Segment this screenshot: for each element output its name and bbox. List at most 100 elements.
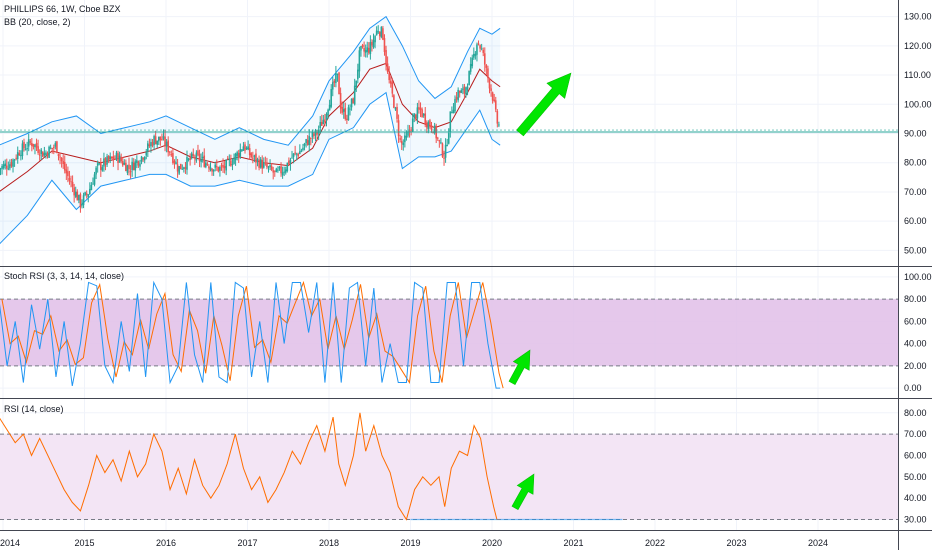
candle-body: [460, 90, 463, 93]
candle-body: [393, 95, 395, 108]
candle-body: [244, 144, 246, 151]
candle-body: [233, 158, 235, 164]
candle-body: [56, 141, 58, 153]
candle-body: [32, 143, 35, 147]
candle-body: [176, 164, 179, 172]
arrow-shape: [508, 349, 531, 386]
candle-body: [355, 80, 358, 87]
candle-body: [363, 47, 365, 52]
candle-body: [222, 164, 224, 168]
candle-body: [466, 86, 469, 90]
candle-body: [458, 90, 461, 93]
candle-body: [427, 122, 430, 129]
candle-body: [310, 138, 312, 140]
candle-body: [327, 109, 329, 116]
candle-body: [0, 168, 2, 170]
stoch-band-fill: [0, 299, 898, 366]
candle-body: [52, 147, 55, 149]
candle-body: [27, 139, 30, 147]
candle-body: [90, 184, 93, 191]
candle-body: [252, 157, 254, 159]
candle-body: [394, 107, 397, 110]
x-tick-label: 2017: [238, 538, 258, 548]
y-tick-label: 20.00: [904, 361, 927, 371]
stoch-rsi-pane[interactable]: [0, 280, 898, 389]
candle-body: [302, 147, 304, 150]
candle-body: [444, 144, 447, 158]
x-tick-label: 2023: [727, 538, 747, 548]
candle-body: [316, 132, 318, 135]
candle-body: [211, 168, 213, 172]
candle-body: [103, 158, 105, 167]
rsi-band-fill: [0, 434, 898, 520]
candle-body: [402, 142, 405, 145]
candle-body: [433, 125, 436, 134]
bollinger-lower-line: [0, 91, 501, 245]
candle-body: [424, 113, 427, 125]
candle-body: [377, 31, 380, 33]
candle-body: [292, 153, 295, 157]
candle-body: [10, 162, 13, 167]
y-tick-label: 70.00: [904, 429, 927, 439]
candle-body: [440, 142, 442, 144]
candle-body: [382, 28, 384, 40]
candle-body: [386, 63, 389, 73]
candle-body: [494, 100, 497, 110]
candle-body: [388, 73, 390, 81]
candle-body: [57, 153, 60, 157]
candle-body: [407, 131, 409, 136]
candle-body: [38, 154, 41, 156]
candle-body: [147, 143, 149, 152]
candle-body: [208, 166, 210, 169]
x-tick-label: 2021: [564, 538, 584, 548]
candle-body: [303, 143, 306, 146]
candle-body: [164, 136, 166, 147]
arrow-shape: [511, 473, 535, 511]
candle-body: [469, 63, 472, 72]
candle-body: [295, 153, 298, 155]
candle-body: [438, 140, 441, 142]
candle-body: [236, 152, 238, 156]
candle-body: [153, 136, 155, 145]
candle-body: [400, 141, 403, 144]
candle-body: [118, 155, 121, 163]
candle-body: [272, 170, 275, 173]
candle-body: [288, 160, 290, 165]
candle-body: [462, 88, 464, 90]
candle-body: [331, 82, 334, 90]
candle-body: [157, 136, 160, 142]
candle-body: [482, 50, 485, 53]
candle-body: [311, 132, 314, 138]
candle-body: [405, 135, 408, 138]
candle-body: [106, 156, 108, 165]
candle-body: [159, 136, 162, 141]
candle-body: [275, 168, 278, 173]
candle-body: [67, 171, 69, 177]
candle-body: [281, 172, 284, 176]
rsi-pane[interactable]: [0, 412, 898, 521]
candle-body: [239, 149, 242, 157]
candle-body: [228, 159, 231, 161]
candle-body: [101, 167, 104, 171]
candle-body: [136, 160, 138, 163]
candle-body: [317, 129, 320, 134]
candle-body: [128, 164, 130, 170]
candle-body: [217, 167, 220, 172]
candle-body: [269, 165, 271, 168]
candle-body: [396, 106, 398, 119]
y-tick-label: 60.00: [904, 216, 927, 226]
candle-body: [286, 162, 289, 171]
candle-body: [305, 139, 307, 144]
candle-body: [175, 162, 177, 164]
price-pane[interactable]: [0, 15, 898, 245]
candle-body: [330, 88, 332, 107]
candle-body: [40, 149, 43, 154]
candle-body: [215, 166, 218, 168]
candle-body: [361, 44, 364, 47]
candle-body: [13, 159, 16, 161]
candle-body: [263, 162, 265, 168]
candle-body: [151, 142, 154, 146]
candle-body: [154, 136, 157, 144]
